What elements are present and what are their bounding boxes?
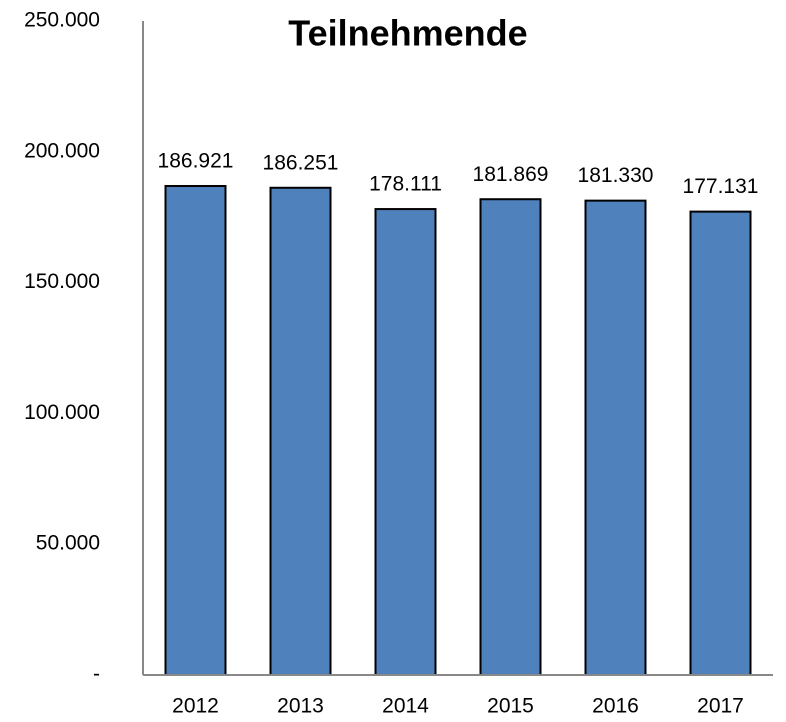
value-label: 178.111 (369, 173, 442, 196)
y-tick-label: 50.000 (36, 532, 100, 555)
bar (164, 185, 227, 676)
value-label: 186.251 (263, 151, 339, 174)
x-tick-label: 2016 (592, 695, 639, 718)
x-tick-label: 2015 (487, 695, 534, 718)
value-label: 177.131 (683, 175, 759, 198)
value-label: 181.330 (578, 164, 654, 187)
y-tick-label: - (93, 663, 100, 686)
value-label: 181.869 (473, 163, 549, 186)
value-label: 186.921 (158, 150, 234, 173)
bar (269, 186, 332, 676)
y-tick-label: 100.000 (24, 401, 100, 424)
bar (374, 208, 437, 677)
bar (479, 198, 542, 677)
y-tick-label: 200.000 (24, 139, 100, 162)
x-tick-label: 2013 (277, 695, 324, 718)
x-tick-label: 2014 (382, 695, 429, 718)
chart-title: Teilnehmende (288, 13, 527, 54)
x-tick-label: 2017 (697, 695, 744, 718)
y-tick-label: 150.000 (24, 270, 100, 293)
x-tick-label: 2012 (172, 695, 219, 718)
bar (584, 199, 647, 676)
bar (689, 210, 752, 676)
y-tick-label: 250.000 (24, 9, 100, 32)
